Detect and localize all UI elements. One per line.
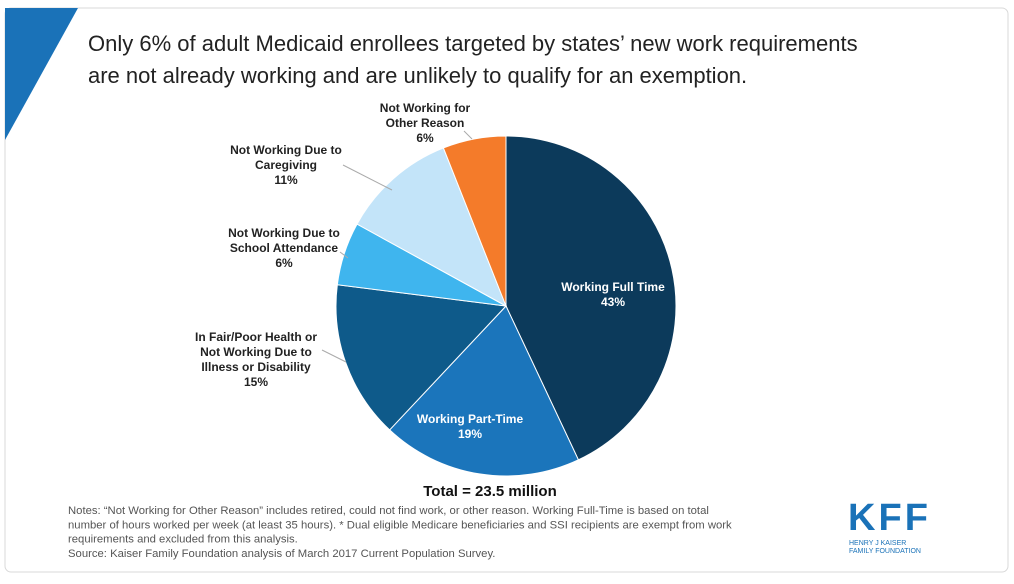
slice-value-label: 6% [416, 131, 434, 145]
slice-label: Working Part-Time [417, 412, 524, 426]
slice-value-label: 6% [275, 256, 293, 270]
logo-sub: HENRY J KAISER [849, 540, 906, 547]
slice-value-label: 11% [274, 173, 298, 187]
slice-value-label: 43% [601, 295, 625, 309]
logo: KFF [848, 497, 928, 539]
notes: number of hours worked per week (at leas… [68, 519, 732, 531]
pie-slice [356, 147, 507, 308]
slice-label: Not Working Due to Caregiving [230, 143, 342, 172]
chart-title: are not already working and are unlikely… [88, 63, 747, 88]
total-label: Total = 23.5 million [423, 483, 557, 500]
leader-line [321, 349, 347, 363]
slice-label: Not Working for Other Reason [380, 101, 471, 130]
logo-sub: FAMILY FOUNDATION [849, 548, 921, 555]
corner-accent [5, 8, 78, 140]
leader-line [342, 164, 393, 191]
slice-value-label: 19% [458, 427, 482, 441]
slice-label: Not Working Due to School Attendance [228, 226, 340, 255]
pie-slice [442, 135, 507, 307]
pie-slice [335, 284, 508, 431]
notes: Source: Kaiser Family Foundation analysi… [68, 548, 495, 560]
slice-value-label: 15% [244, 375, 268, 389]
slice-label: In Fair/Poor Health or Not Working Due to… [195, 330, 317, 374]
notes: requirements and excluded from this anal… [68, 534, 298, 546]
leader-line [339, 251, 349, 259]
chart-title: Only 6% of adult Medicaid enrollees targ… [88, 31, 858, 56]
leader-line [463, 130, 473, 140]
pie-slice [388, 305, 580, 477]
slice-label: Working Full Time [561, 280, 665, 294]
pie-slice [505, 135, 677, 461]
notes: Notes: “Not Working for Other Reason” in… [68, 505, 709, 517]
